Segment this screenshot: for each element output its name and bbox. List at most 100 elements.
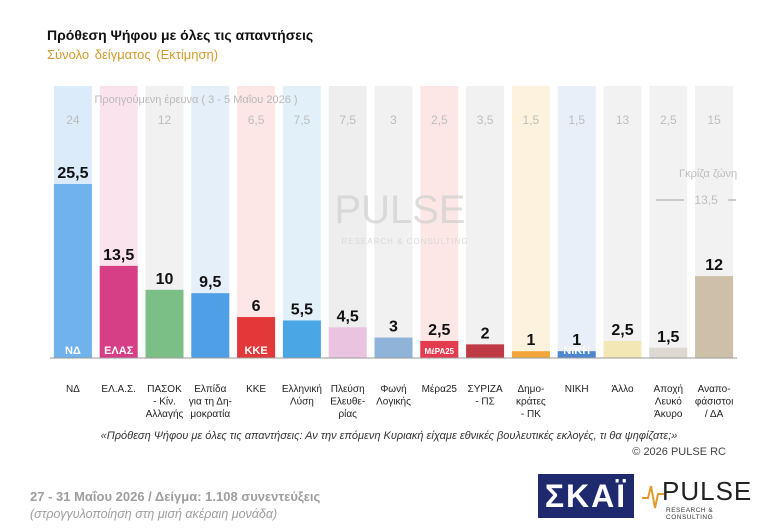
party-logo-mark: ΜέΡΑ25 bbox=[424, 347, 454, 356]
bar bbox=[420, 340, 459, 358]
survey-info: 27 - 31 Μαΐου 2026 / Δείγμα: 1.108 συνεν… bbox=[30, 489, 321, 504]
category-label: ΕΛ.Α.Σ. bbox=[101, 384, 136, 395]
watermark-subtext: RESEARCH & CONSULTING bbox=[341, 237, 468, 246]
bar-value-label: 5,5 bbox=[291, 301, 313, 318]
bar-value-label: 10 bbox=[156, 271, 174, 288]
category-label: ΚΚΕ bbox=[246, 384, 266, 395]
category-label: Αλλαγής bbox=[146, 408, 184, 420]
bar bbox=[53, 184, 92, 358]
bar-value-label: 12 bbox=[705, 257, 723, 274]
grey-zone-value: 13,5 bbox=[694, 193, 718, 207]
previous-value: 2,5 bbox=[660, 113, 677, 127]
previous-value: 7,5 bbox=[294, 113, 311, 127]
bar-value-label: 2,5 bbox=[428, 322, 450, 339]
party-logo-mark: ΝΔ bbox=[65, 345, 81, 357]
category-label: ΣΥΡΙΖΑ bbox=[468, 384, 503, 395]
previous-value: 24 bbox=[66, 113, 80, 127]
bar bbox=[695, 276, 734, 358]
bar-value-label: 4,5 bbox=[337, 308, 359, 325]
category-label: Λύση bbox=[290, 396, 314, 408]
column-tint bbox=[282, 86, 321, 358]
bar bbox=[466, 344, 505, 358]
category-label: Φωνή bbox=[380, 383, 406, 395]
pulse-logo-subtext: RESEARCH & CONSULTING bbox=[666, 507, 714, 521]
bar-value-label: 13,5 bbox=[103, 247, 134, 264]
category-label: ΠΑΣΟΚ bbox=[147, 384, 182, 395]
bar-value-label: 3 bbox=[389, 319, 398, 336]
category-label: Ελπίδα bbox=[194, 383, 226, 395]
party-logo-mark: ΝΙΚΗ bbox=[563, 345, 590, 357]
column-tint bbox=[557, 86, 596, 358]
chart-title: Πρόθεση Ψήφου με όλες τις απαντήσεις bbox=[47, 27, 314, 43]
previous-value: 1,5 bbox=[568, 113, 585, 127]
category-label: - Κίν. bbox=[153, 396, 176, 408]
bar-chart: PULSE RESEARCH & CONSULTING Προηγούμενη έρ… bbox=[50, 86, 737, 420]
previous-value: 2,5 bbox=[431, 113, 448, 127]
previous-value: 15 bbox=[707, 113, 721, 127]
bar bbox=[237, 317, 276, 358]
column-tint bbox=[328, 86, 367, 358]
category-label: Μέρα25 bbox=[422, 383, 458, 395]
survey-question: «Πρόθεση Ψήφου με όλες τις απαντήσεις: Α… bbox=[100, 430, 678, 442]
previous-value: 3 bbox=[390, 113, 397, 127]
category-label: ΝΙΚΗ bbox=[565, 384, 589, 395]
bar-value-label: 1 bbox=[572, 332, 581, 349]
previous-value: 13 bbox=[616, 113, 630, 127]
pulse-logo: PULSE RESEARCH & CONSULTING bbox=[642, 476, 762, 521]
bar bbox=[99, 265, 138, 358]
category-label: ρίας bbox=[338, 408, 357, 420]
bar bbox=[557, 351, 596, 358]
category-label: Άλλο bbox=[611, 384, 634, 395]
column-tint bbox=[603, 86, 642, 358]
watermark-text: PULSE bbox=[334, 188, 465, 232]
category-label: Δημο- bbox=[517, 384, 544, 395]
pulse-wave-icon bbox=[642, 485, 664, 509]
bar-value-label: 6 bbox=[252, 298, 261, 315]
category-label: - ΠΚ bbox=[521, 409, 541, 420]
column-tint bbox=[237, 86, 276, 358]
category-label: μοκρατία bbox=[190, 408, 230, 420]
bar bbox=[511, 351, 550, 358]
bar-value-label: 1 bbox=[526, 332, 535, 349]
category-label: Πλεύση bbox=[331, 383, 365, 395]
bar-value-label: 1,5 bbox=[657, 329, 679, 346]
category-label: φάσιστοι bbox=[695, 396, 733, 408]
bar-value-label: 2,5 bbox=[611, 322, 633, 339]
category-label: Ελληνική bbox=[282, 383, 322, 395]
category-label: Αναπο- bbox=[698, 384, 731, 395]
category-label: Άκυρο bbox=[654, 409, 683, 420]
bar bbox=[145, 289, 184, 358]
column-tint bbox=[649, 86, 688, 358]
party-logo-mark: ΕΛΑΣ bbox=[104, 345, 134, 357]
bar-value-label: 9,5 bbox=[199, 274, 221, 291]
previous-value: 1,5 bbox=[523, 113, 540, 127]
bar bbox=[282, 320, 321, 358]
bar bbox=[328, 327, 367, 358]
copyright-note: © 2026 PULSE RC bbox=[632, 446, 726, 458]
category-label: Ελευθε- bbox=[330, 397, 365, 408]
previous-value: 3,5 bbox=[477, 113, 494, 127]
category-label: Λευκό bbox=[655, 396, 682, 408]
category-label: Λογικής bbox=[376, 396, 411, 408]
bar bbox=[649, 347, 688, 358]
chart-subtitle: Σύνολο δείγματος (Εκτίμηση) bbox=[47, 47, 219, 62]
bar bbox=[603, 340, 642, 358]
pulse-logo-text: PULSE bbox=[662, 476, 753, 506]
grey-zone-label: Γκρίζα ζώνη bbox=[679, 168, 737, 180]
category-label: - ΠΣ bbox=[475, 397, 495, 408]
column-tint bbox=[466, 86, 505, 358]
bar bbox=[191, 293, 230, 358]
category-label: / ΔΑ bbox=[705, 409, 724, 420]
bar bbox=[374, 337, 413, 358]
column-tint bbox=[511, 86, 550, 358]
skai-logo-text: ΣΚΑΪ bbox=[544, 478, 628, 514]
bar-value-label: 2 bbox=[481, 325, 490, 342]
previous-value: 12 bbox=[158, 113, 172, 127]
column-tint bbox=[420, 86, 459, 358]
previous-survey-label: Προηγούμενη έρευνα ( 3 - 5 Μαΐου 2026 ) bbox=[94, 94, 297, 106]
category-label: για τη Δη- bbox=[189, 397, 232, 408]
previous-value: 7,5 bbox=[339, 113, 356, 127]
previous-value: 6,5 bbox=[248, 113, 265, 127]
skai-logo: ΣΚΑΪ bbox=[538, 474, 634, 518]
bar-value-label: 25,5 bbox=[57, 165, 88, 182]
